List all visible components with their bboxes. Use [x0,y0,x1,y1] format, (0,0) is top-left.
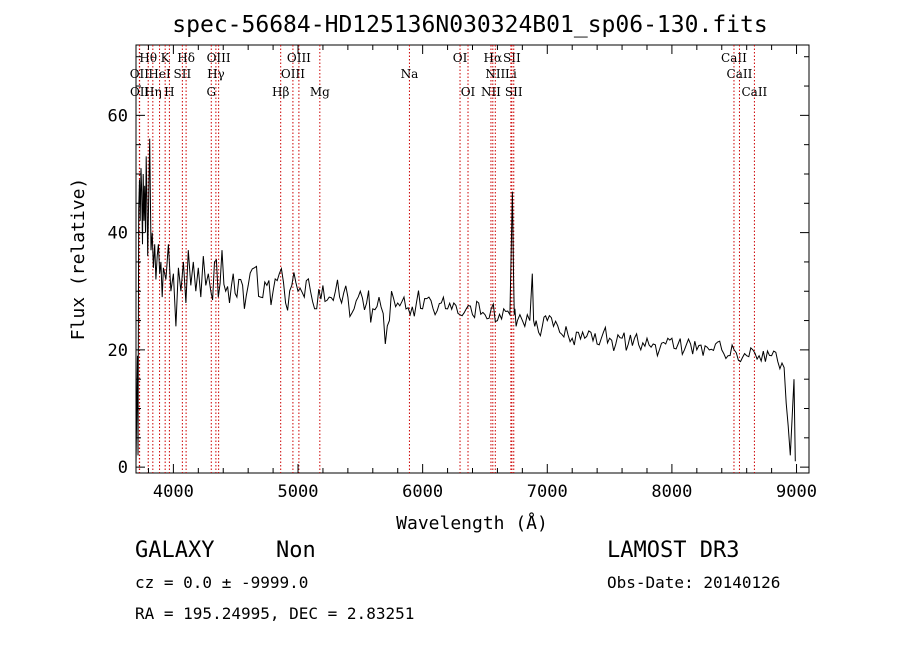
line-marker-label: CaⅠⅠ [727,67,753,81]
x-tick-label: 5000 [278,482,319,502]
line-marker-label: OⅠ [453,51,468,65]
y-tick-label: 0 [118,458,128,478]
ra-dec-text: RA = 195.24995, DEC = 2.83251 [135,604,415,623]
line-marker-label: NⅠⅠ [485,67,505,81]
line-marker-label: Hα [484,51,503,65]
line-marker-label: Hη [144,85,162,99]
object-subclass: Non [276,538,316,563]
line-marker-label: OⅠⅠⅠ [207,51,231,65]
line-marker-layer: OⅠⅠOⅠⅠHθHηHeⅠKHSⅠⅠHδGHγOⅠⅠⅠHβOⅠⅠⅠOⅠⅠⅠMgN… [130,45,768,473]
line-marker-label: OⅠⅠⅠ [287,51,311,65]
y-axis-label: Flux (relative) [68,178,89,341]
axis-ticks: 4000 5000 6000 7000 8000 9000 0 20 40 60 [108,45,817,502]
line-marker-label: Hβ [272,85,289,99]
line-marker-label: CaⅠⅠ [741,85,767,99]
x-tick-label: 7000 [527,482,568,502]
line-marker-label: SⅠⅠ [505,85,523,99]
line-marker-label: Hθ [139,51,157,65]
plot-frame [135,44,810,474]
chart-title: spec-56684-HD125136N030324B01_sp06-130.f… [172,12,767,38]
x-tick-label: 4000 [153,482,194,502]
y-tick-label: 40 [108,224,128,244]
spectrum-line [135,138,796,465]
line-marker-label: Hδ [177,51,195,65]
line-marker-label: SⅠⅠ [174,67,192,81]
survey-label: LAMOST DR3 [607,538,740,563]
x-tick-label: 6000 [402,482,443,502]
line-marker-label: Li [505,67,517,81]
line-marker-label: OⅠⅠⅠ [281,67,305,81]
y-tick-label: 20 [108,341,128,361]
line-marker-label: HeⅠ [148,67,171,81]
line-marker-label: Na [401,67,419,81]
line-marker-label: G [206,85,216,99]
line-marker-label: K [161,51,171,65]
x-tick-label: 8000 [651,482,692,502]
x-axis-label: Wavelength (Å) [396,512,548,534]
obs-date: Obs-Date: 20140126 [607,573,781,592]
y-tick-label: 60 [108,106,128,126]
line-marker-label: Hγ [207,67,225,81]
line-marker-label: Mg [310,85,330,99]
line-marker-label: NⅠⅠ [481,85,501,99]
spectrum-chart: spec-56684-HD125136N030324B01_sp06-130.f… [68,12,817,534]
redshift-text: cz = 0.0 ± -9999.0 [135,573,309,592]
line-marker-label: SⅠⅠ [503,51,521,65]
line-marker-label: OⅠ [461,85,476,99]
line-marker-label: CaⅠⅠ [721,51,747,65]
object-class: GALAXY [135,538,215,563]
x-tick-label: 9000 [776,482,817,502]
line-marker-label: H [164,85,174,99]
line-marker-label: OⅠⅠ [130,85,150,99]
